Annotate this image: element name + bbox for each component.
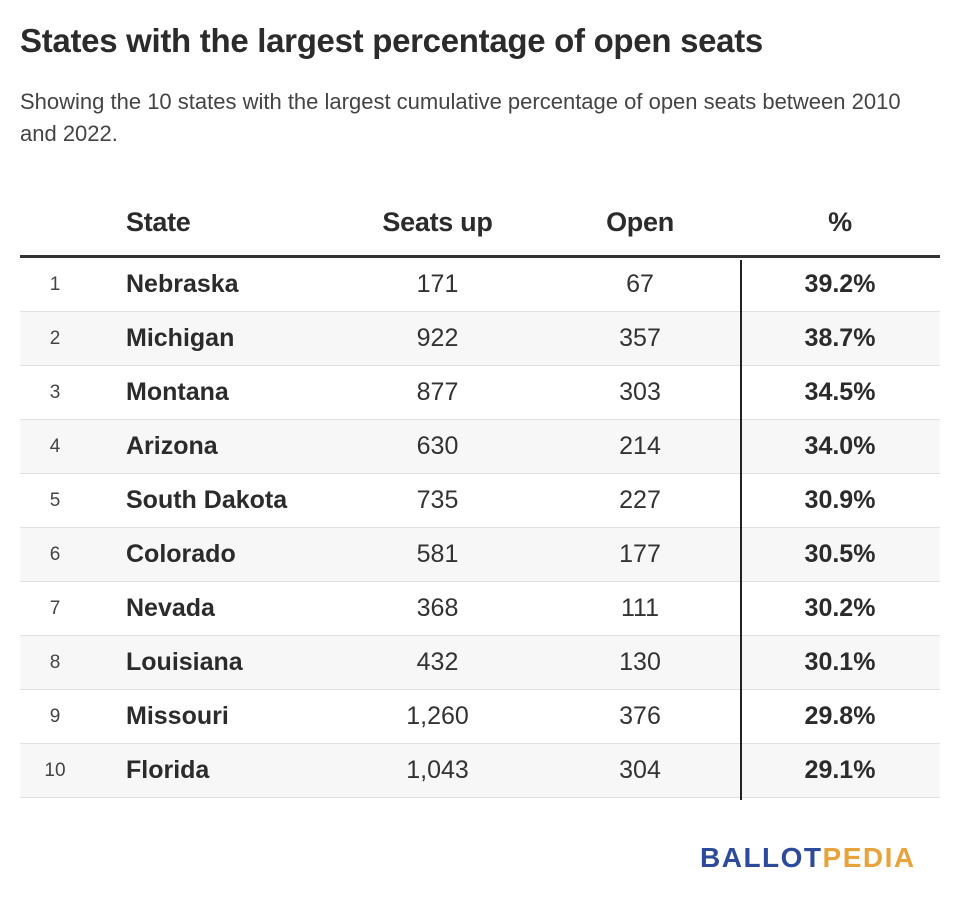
state-cell: Florida <box>126 756 210 784</box>
percent-cell: 29.8% <box>804 702 876 730</box>
table-row: 4 Arizona 630 214 34.0% <box>20 420 940 474</box>
seats-up-cell: 581 <box>416 540 459 568</box>
open-cell: 357 <box>619 324 661 352</box>
percent-cell: 34.5% <box>804 378 876 406</box>
state-cell: Nevada <box>126 594 215 622</box>
seats-up-cell: 735 <box>416 486 459 514</box>
state-cell: Michigan <box>126 324 235 352</box>
state-cell: Montana <box>126 378 229 406</box>
table-row: 3 Montana 877 303 34.5% <box>20 366 940 420</box>
table-row: 1 Nebraska 171 67 39.2% <box>20 258 940 312</box>
open-cell: 227 <box>619 486 661 514</box>
open-cell: 67 <box>626 270 654 298</box>
header-open: Open <box>606 207 674 237</box>
rank-cell: 10 <box>44 759 66 781</box>
table-row: 10 Florida 1,043 304 29.1% <box>20 744 940 798</box>
logo-part-pedia: PEDIA <box>822 842 916 873</box>
state-cell: Nebraska <box>126 270 239 298</box>
table-row: 6 Colorado 581 177 30.5% <box>20 528 940 582</box>
rank-cell: 9 <box>49 705 61 727</box>
open-cell: 303 <box>619 378 661 406</box>
percent-cell: 39.2% <box>804 270 876 298</box>
percent-cell: 30.5% <box>804 540 876 568</box>
open-cell: 130 <box>619 648 661 676</box>
table-row: 8 Louisiana 432 130 30.1% <box>20 636 940 690</box>
column-divider <box>740 260 742 800</box>
data-table: State Seats up Open % 1 Nebraska 171 67 … <box>20 190 940 798</box>
rank-cell: 7 <box>49 597 61 619</box>
percent-cell: 29.1% <box>804 756 876 784</box>
open-cell: 304 <box>619 756 661 784</box>
percent-cell: 30.9% <box>804 486 876 514</box>
rank-cell: 2 <box>49 327 61 349</box>
seats-up-cell: 922 <box>416 324 459 352</box>
chart-title: States with the largest percentage of op… <box>20 22 763 59</box>
rank-cell: 5 <box>49 489 61 511</box>
seats-up-cell: 171 <box>416 270 459 298</box>
table-row: 5 South Dakota 735 227 30.9% <box>20 474 940 528</box>
seats-up-cell: 630 <box>416 432 459 460</box>
state-cell: Colorado <box>126 540 236 568</box>
seats-up-cell: 1,260 <box>406 702 469 730</box>
rank-cell: 4 <box>49 435 61 457</box>
table-header: State Seats up Open % <box>20 190 940 258</box>
seats-up-cell: 432 <box>416 648 459 676</box>
open-cell: 214 <box>619 432 661 460</box>
percent-cell: 38.7% <box>804 324 876 352</box>
state-cell: Missouri <box>126 702 229 730</box>
percent-cell: 34.0% <box>804 432 876 460</box>
table-row: 2 Michigan 922 357 38.7% <box>20 312 940 366</box>
percent-cell: 30.2% <box>804 594 876 622</box>
header-state: State <box>126 207 191 237</box>
seats-up-cell: 1,043 <box>406 756 469 784</box>
rank-cell: 1 <box>49 273 61 295</box>
open-cell: 111 <box>620 594 659 622</box>
rank-cell: 8 <box>49 651 61 673</box>
seats-up-cell: 368 <box>416 594 459 622</box>
state-cell: Arizona <box>126 432 218 460</box>
logo-part-ballot: BALLOT <box>700 842 823 873</box>
rank-cell: 6 <box>49 543 61 565</box>
open-cell: 376 <box>619 702 661 730</box>
rank-cell: 3 <box>49 381 61 403</box>
header-percent: % <box>828 207 852 237</box>
ballotpedia-logo: BALLOTPEDIA <box>700 842 916 874</box>
open-cell: 177 <box>619 540 661 568</box>
chart-subtitle: Showing the 10 states with the largest c… <box>20 89 901 146</box>
header-seats-up: Seats up <box>382 207 493 237</box>
table-row: 7 Nevada 368 111 30.2% <box>20 582 940 636</box>
percent-cell: 30.1% <box>804 648 876 676</box>
state-cell: South Dakota <box>126 486 288 514</box>
state-cell: Louisiana <box>126 648 243 676</box>
table-row: 9 Missouri 1,260 376 29.8% <box>20 690 940 744</box>
header-rank <box>20 190 90 255</box>
seats-up-cell: 877 <box>416 378 459 406</box>
